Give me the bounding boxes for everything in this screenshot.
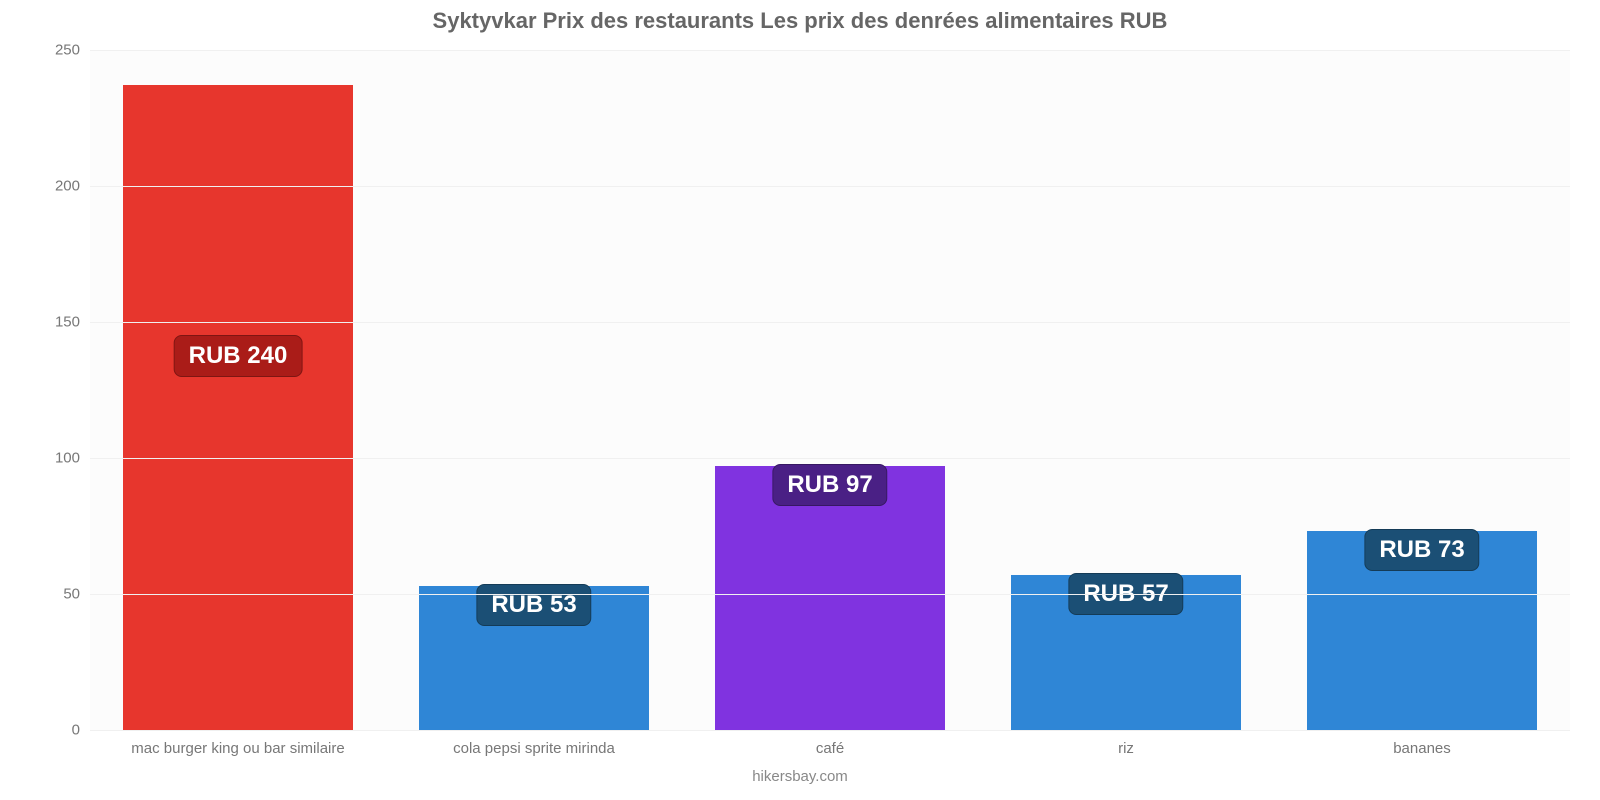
- x-axis-label: café: [816, 740, 844, 757]
- y-tick-label: 200: [10, 178, 80, 195]
- x-axis-label: riz: [1118, 740, 1134, 757]
- grid-line: [90, 458, 1570, 459]
- y-tick-label: 250: [10, 42, 80, 59]
- grid-line: [90, 186, 1570, 187]
- x-axis-label: cola pepsi sprite mirinda: [453, 740, 615, 757]
- value-badge: RUB 53: [476, 584, 591, 626]
- chart-title: Syktyvkar Prix des restaurants Les prix …: [0, 8, 1600, 34]
- y-tick-label: 100: [10, 450, 80, 467]
- value-badge: RUB 97: [772, 464, 887, 506]
- price-bar-chart: Syktyvkar Prix des restaurants Les prix …: [0, 0, 1600, 800]
- y-tick-label: 50: [10, 586, 80, 603]
- grid-line: [90, 730, 1570, 731]
- value-badge: RUB 240: [174, 335, 303, 377]
- x-axis-label: mac burger king ou bar similaire: [131, 740, 344, 757]
- y-tick-label: 150: [10, 314, 80, 331]
- grid-line: [90, 322, 1570, 323]
- grid-line: [90, 594, 1570, 595]
- bars-layer: RUB 240RUB 53RUB 97RUB 57RUB 73: [90, 50, 1570, 730]
- grid-line: [90, 50, 1570, 51]
- plot-area: RUB 240RUB 53RUB 97RUB 57RUB 73: [90, 50, 1570, 731]
- x-axis-label: bananes: [1393, 740, 1451, 757]
- bar: [123, 85, 354, 730]
- y-tick-label: 0: [10, 722, 80, 739]
- value-badge: RUB 73: [1364, 529, 1479, 571]
- credit-text: hikersbay.com: [0, 768, 1600, 785]
